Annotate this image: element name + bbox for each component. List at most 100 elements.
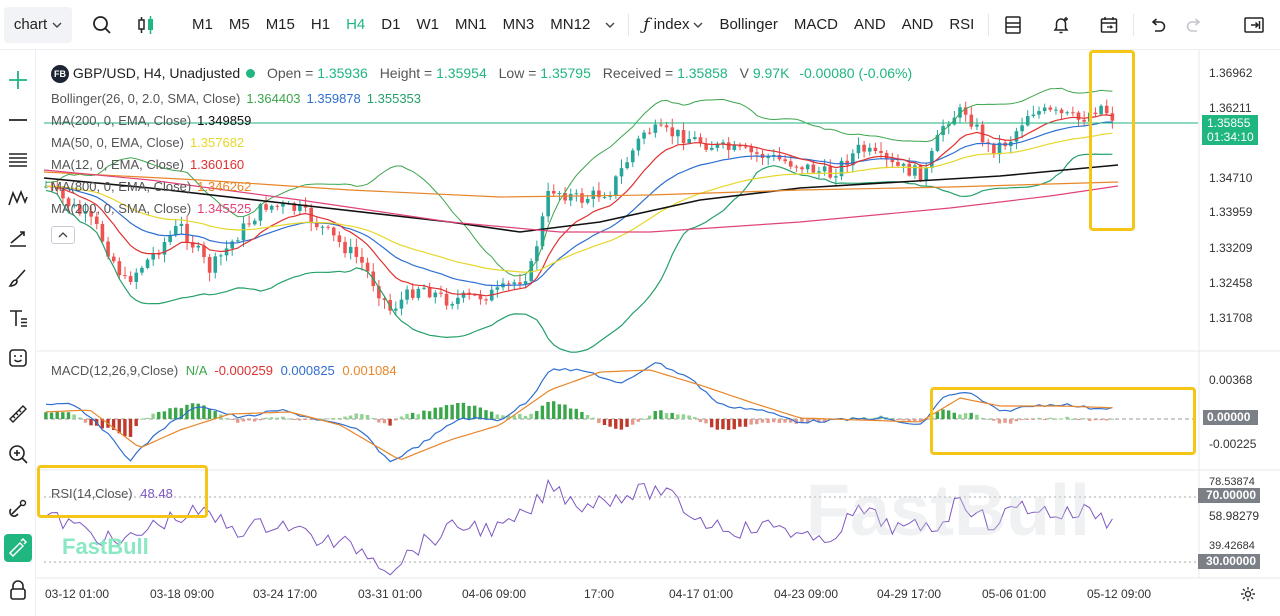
candle-body [557,192,562,194]
index-button[interactable]: ƒ index [635,15,711,35]
horizontal-line-icon[interactable] [4,106,32,134]
macd-histogram-bar [1076,419,1081,420]
timeframe-m5[interactable]: M5 [228,15,250,33]
candle-body [1093,112,1098,115]
indicator-legend-row[interactable]: MA(50, 0, EMA, Close) 1.357682 [51,135,244,151]
macd-histogram-bar [755,419,759,425]
candle-body [839,160,844,177]
timeframe-h4[interactable]: H4 [346,15,366,33]
candle-body [681,130,686,144]
candle-body [382,298,387,301]
candle-body [377,286,381,299]
indicator-value: 1.346262 [197,179,252,194]
rsi-legend: RSI(14,Close) 48.48 [51,486,173,502]
timeframe-w1[interactable]: W1 [416,15,439,33]
macd-histogram-bar [382,419,387,424]
ruler-icon[interactable] [4,400,32,428]
macd-histogram-bar [738,419,742,427]
macd-histogram-bar [501,415,505,419]
zoom-icon[interactable] [4,440,32,468]
timeframe-d1[interactable]: D1 [381,15,401,33]
collapse-legend-button[interactable] [51,226,75,244]
macd-histogram-bar [450,404,454,419]
macd-histogram-bar [168,408,172,419]
crosshair-icon[interactable] [4,66,32,94]
timeframe-m15[interactable]: M15 [265,15,295,33]
fib-lines-icon[interactable] [4,144,32,172]
projection-icon[interactable] [4,224,32,252]
timeframe-mn1[interactable]: MN1 [454,15,487,33]
macd-histogram-bar [884,417,889,419]
macd-histogram-bar [766,419,770,424]
indicator-legend-row[interactable]: MA(800, 0, EMA, Close) 1.346262 [51,179,251,195]
indicator-shortcut-4[interactable]: RSI [949,15,975,33]
rsi-label: RSI(14,Close) [51,486,133,501]
undo-icon[interactable] [1140,7,1176,43]
candlestick-icon[interactable] [128,7,164,43]
indicator-legend-row[interactable]: MA(200, 0, EMA, Close) 1.349859 [51,113,251,129]
timeframe-mn12[interactable]: MN12 [550,15,591,33]
alert-icon[interactable] [1043,7,1079,43]
volume-label: V [739,65,749,81]
macd-histogram-bar [805,419,810,424]
candle-body [518,282,522,285]
macd-histogram-bar [935,411,940,419]
calendar-replay-icon[interactable] [1091,7,1127,43]
candle-body [354,246,359,257]
candle-body [614,176,618,196]
indicator-shortcut-1[interactable]: MACD [793,15,838,33]
brush-icon[interactable] [4,264,32,292]
candle-body [1020,125,1024,132]
macd-histogram-bar [241,419,246,422]
magnet-icon[interactable] [4,494,32,522]
macd-histogram-bar [867,418,872,420]
draw-mode-icon[interactable] [4,534,32,562]
pattern-icon[interactable] [4,184,32,212]
macd-histogram-bar [140,418,144,420]
indicator-legend-row[interactable]: Bollinger(26, 0, 2.0, SMA, Close) 1.36440… [51,91,421,107]
macd-histogram-bar [551,401,556,419]
indicator-legend-row[interactable]: MA(12, 0, EMA, Close) 1.360160 [51,157,244,173]
timeframe-mn3[interactable]: MN3 [502,15,535,33]
candle-body [298,204,302,211]
macd-histogram-bar [354,413,358,419]
indicator-value: 1.360160 [189,157,245,172]
macd-histogram-bar [1009,419,1013,424]
macd-histogram-bar [608,419,612,427]
timeframe-m1[interactable]: M1 [192,15,213,33]
macd-histogram-bar [715,419,720,430]
settings-gear-icon[interactable] [1236,580,1260,608]
candle-body [698,137,703,144]
text-tool-icon[interactable] [4,304,32,332]
emoji-icon[interactable] [4,344,32,372]
candle-body [1076,112,1081,120]
macd-histogram-bar [941,409,945,419]
lock-icon[interactable] [4,576,32,604]
candle-body [890,159,895,163]
indicator-shortcut-2[interactable]: AND [854,15,886,33]
timeframe-h1[interactable]: H1 [310,15,331,33]
more-timeframes-chevron-icon[interactable] [598,7,622,43]
indicator-shortcuts: Bollinger MACD AND AND RSI [711,7,982,43]
candle-body [913,165,917,176]
candle-body [61,189,65,199]
candle-body [529,261,534,282]
highlight-box-rsi [37,465,208,518]
macd-histogram-bar [478,407,483,419]
redo-icon[interactable] [1176,7,1212,43]
ma800-ema-line [43,171,1119,198]
indicator-legend-row[interactable]: MA(200, 0, SMA, Close) 1.345525 [51,201,251,217]
exit-fullscreen-icon[interactable] [1236,7,1272,43]
chart-type-select[interactable]: chart [4,6,72,43]
macd-histogram-bar [1042,419,1047,420]
indicator-shortcut-0[interactable]: Bollinger [719,15,778,33]
search-icon[interactable] [84,7,120,43]
indicator-shortcut-3[interactable]: AND [901,15,934,33]
macd-histogram-bar [286,418,291,420]
indicator-name: MA(200, 0, EMA, Close) [51,113,192,128]
layout-icon[interactable] [995,7,1031,43]
main-legend: FB GBP/USD, H4, Unadjusted Open = 1.3593… [51,65,912,84]
macd-hist-value: -0.000259 [214,363,273,378]
candle-body [444,293,449,306]
